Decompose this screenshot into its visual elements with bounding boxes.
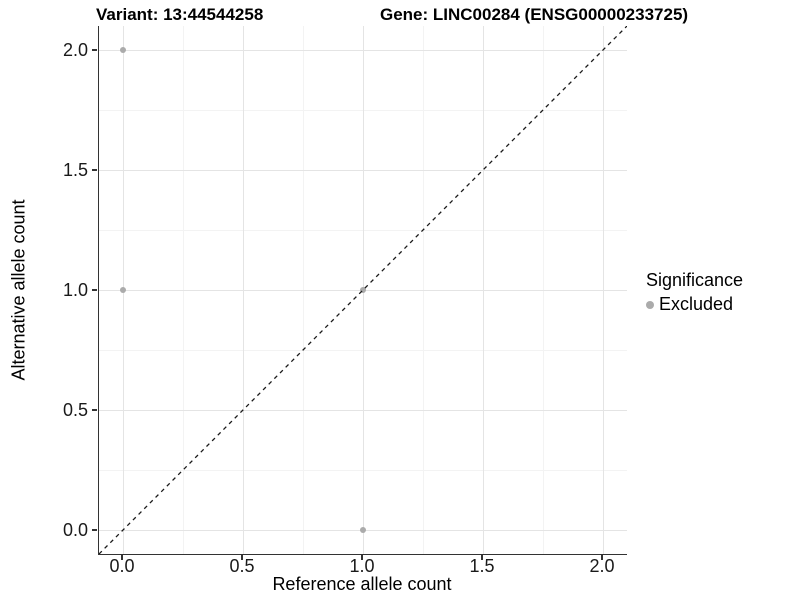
x-axis-tick — [241, 555, 243, 560]
grid-line-horizontal-major — [99, 49, 627, 51]
x-axis-tick — [601, 555, 603, 560]
x-axis-tick-label: 0.5 — [229, 556, 255, 576]
y-axis-tick-label: 1.5 — [62, 160, 88, 180]
x-axis-tick — [361, 555, 363, 560]
y-axis-tick — [92, 49, 97, 51]
identity-line-layer — [99, 26, 627, 554]
y-axis-title: Alternative allele count — [8, 199, 29, 381]
y-axis-tick-label: 1.0 — [62, 280, 88, 300]
x-axis-tick — [121, 555, 123, 560]
grid-line-horizontal-major — [99, 169, 627, 171]
chart-title-gene: Gene: LINC00284 (ENSG00000233725) — [380, 5, 689, 24]
grid-line-horizontal-major — [99, 409, 627, 411]
data-point — [360, 527, 366, 533]
legend-title: Significance — [646, 270, 744, 290]
x-axis-tick-label: 0.0 — [109, 556, 135, 576]
y-axis-tick — [92, 409, 97, 411]
data-point — [120, 47, 126, 53]
y-axis-tick — [92, 289, 97, 291]
x-axis-tick-label: 1.5 — [469, 556, 495, 576]
excluded-point-icon — [646, 300, 654, 309]
y-axis-tick-label: 0.5 — [62, 400, 88, 420]
x-axis-title: Reference allele count — [272, 574, 452, 594]
x-axis-tick — [481, 555, 483, 560]
data-point — [120, 287, 126, 293]
legend-item-excluded: Excluded — [646, 294, 743, 315]
plot-panel — [98, 26, 627, 555]
x-axis-tick-label: 1.0 — [349, 556, 375, 576]
identity-line — [99, 26, 627, 554]
y-axis-tick — [92, 529, 97, 531]
chart-title-variant: Variant: 13:44544258 — [96, 5, 264, 24]
y-axis-tick — [92, 169, 97, 171]
legend-item-label: Excluded — [659, 294, 734, 314]
legend: Significance Excluded — [646, 270, 743, 315]
data-point — [360, 287, 366, 293]
y-axis-tick-label: 0.0 — [62, 520, 88, 540]
y-axis-tick-label: 2.0 — [62, 40, 88, 60]
x-axis-tick-label: 2.0 — [589, 556, 615, 576]
